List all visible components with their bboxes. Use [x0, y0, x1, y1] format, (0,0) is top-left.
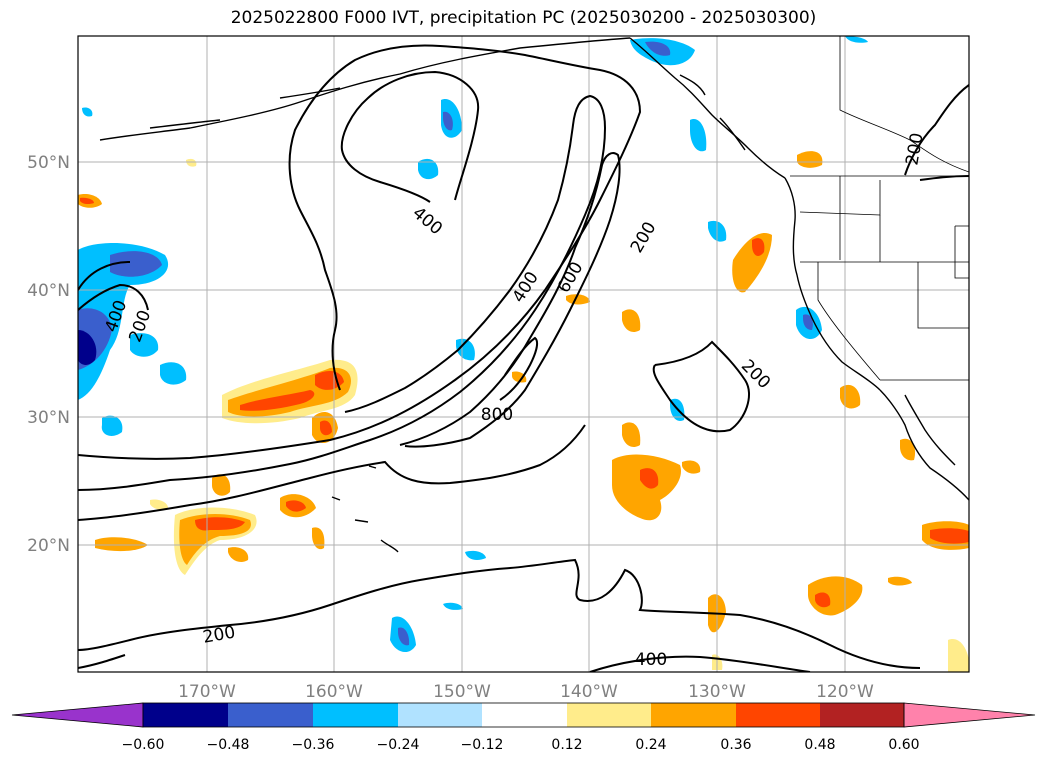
lat-label: 30°N [27, 408, 70, 428]
colorbar-tick-label: 0.12 [551, 737, 582, 753]
colorbar-tick-label: −0.60 [122, 737, 165, 753]
colorbar-tick-label: −0.36 [292, 737, 335, 753]
colorbar-segment [820, 703, 904, 727]
lon-labels: 170°W 160°W 150°W 140°W 130°W 120°W [178, 682, 874, 702]
colorbar-segment [143, 703, 228, 727]
colorbar-extend-min [11, 702, 144, 728]
colorbar-tick-label: −0.48 [207, 737, 250, 753]
colorbar-tick-label: 0.36 [720, 737, 751, 753]
lat-label: 50°N [27, 153, 70, 173]
colorbar-tick-label: 0.48 [804, 737, 835, 753]
map-frame [77, 35, 970, 673]
lon-label: 160°W [305, 682, 363, 702]
colorbar-ticks: −0.60 −0.48 −0.36 −0.24 −0.12 0.12 0.24 … [122, 737, 920, 753]
contour-label: 400 [635, 650, 667, 670]
lon-label: 120°W [816, 682, 874, 702]
colorbar-segment [651, 703, 736, 727]
colorbar-segment [313, 703, 398, 727]
precip-anomaly-fills [78, 36, 969, 672]
lat-labels: 50°N 40°N 30°N 20°N [27, 153, 70, 556]
colorbar-segment [398, 703, 482, 727]
lat-label: 40°N [27, 281, 70, 301]
graticule [78, 36, 969, 672]
ivt-contours [78, 44, 969, 672]
colorbar-segment [482, 703, 567, 727]
colorbar-tick-label: 0.24 [635, 737, 666, 753]
map-title: 2025022800 F000 IVT, precipitation PC (2… [230, 8, 817, 28]
lon-label: 130°W [688, 682, 746, 702]
colorbar-segment [228, 703, 313, 727]
colorbar [11, 702, 1036, 728]
lon-label: 150°W [433, 682, 491, 702]
colorbar-segment [736, 703, 820, 727]
colorbar-extend-max [903, 702, 1036, 728]
colorbar-tick-label: 0.60 [888, 737, 919, 753]
lon-label: 140°W [560, 682, 618, 702]
colorbar-tick-label: −0.12 [461, 737, 504, 753]
colorbar-segment [567, 703, 651, 727]
coastlines [99, 37, 969, 553]
lat-label: 20°N [27, 536, 70, 556]
colorbar-tick-label: −0.24 [377, 737, 420, 753]
contour-label: 800 [481, 405, 513, 425]
lon-label: 170°W [178, 682, 236, 702]
political-borders [790, 36, 969, 381]
